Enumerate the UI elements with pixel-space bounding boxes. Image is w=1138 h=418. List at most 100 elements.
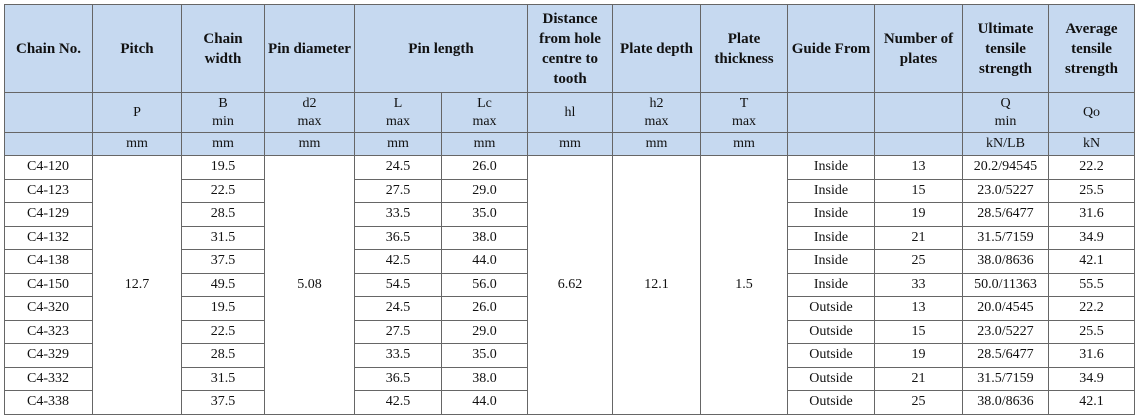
pin-length-lc: 26.0	[441, 155, 528, 180]
number-of-plates: 33	[874, 272, 963, 297]
chain-no: C4-338	[4, 390, 93, 415]
symbol-text: max	[472, 113, 497, 129]
symbol-text: min	[994, 113, 1017, 129]
shared-cell: 6.62	[527, 155, 613, 415]
chain-width: 19.5	[181, 155, 265, 180]
number-of-plates: 13	[874, 155, 963, 180]
pin-length-l: 42.5	[354, 390, 442, 415]
symbol-text: P	[133, 104, 141, 120]
pin-length-lc: 35.0	[441, 202, 528, 227]
data-row: C4-323 22.5 27.5 29.0 Outside 15 23.0/5227 25.5	[4, 319, 1135, 344]
data-row: C4-129 28.5 33.5 35.0 Inside 19 28.5/6477 31.6	[4, 202, 1135, 227]
unit-cell	[4, 132, 93, 156]
spec-table-wrap: Chain No. Pitch Chain width Pin diameter Pin…	[4, 4, 1135, 415]
chain-no: C4-129	[4, 202, 93, 227]
unit-cell: mm	[700, 132, 788, 156]
ultimate-strength: 50.0/11363	[962, 272, 1049, 297]
symbol-text: Q	[1000, 95, 1011, 111]
pin-length-lc: 35.0	[441, 343, 528, 368]
number-of-plates: 15	[874, 319, 963, 344]
unit-cell: kN	[1048, 132, 1135, 156]
average-strength: 34.9	[1048, 366, 1135, 391]
symbol-cell	[787, 92, 875, 133]
pin-length-l: 36.5	[354, 225, 442, 250]
number-of-plates: 25	[874, 249, 963, 274]
average-strength: 42.1	[1048, 390, 1135, 415]
ultimate-strength: 20.0/4545	[962, 296, 1049, 321]
pin-length-lc: 26.0	[441, 296, 528, 321]
symbol-text: min	[212, 113, 234, 129]
pin-length-lc: 29.0	[441, 178, 528, 203]
chain-width: 49.5	[181, 272, 265, 297]
shared-cell: 1.5	[700, 155, 788, 415]
symbol-text: hl	[564, 104, 576, 120]
symbol-cell: d2 max	[264, 92, 355, 133]
unit-cell	[874, 132, 963, 156]
column-header: Average tensile strength	[1048, 4, 1135, 93]
spec-table: Chain No. Pitch Chain width Pin diameter Pin…	[4, 4, 1135, 415]
guide-from: Inside	[787, 155, 875, 180]
header-row: Chain No. Pitch Chain width Pin diameter Pin…	[4, 4, 1135, 93]
unit-cell: mm	[354, 132, 442, 156]
chain-width: 37.5	[181, 390, 265, 415]
number-of-plates: 13	[874, 296, 963, 321]
ultimate-strength: 38.0/8636	[962, 390, 1049, 415]
pin-length-l: 24.5	[354, 155, 442, 180]
average-strength: 22.2	[1048, 296, 1135, 321]
average-strength: 25.5	[1048, 319, 1135, 344]
chain-width: 28.5	[181, 343, 265, 368]
average-strength: 34.9	[1048, 225, 1135, 250]
unit-cell: mm	[264, 132, 355, 156]
chain-no: C4-120	[4, 155, 93, 180]
data-row: C4-332 31.5 36.5 38.0 Outside 21 31.5/7159 34.9	[4, 366, 1135, 391]
symbol-text: B	[218, 95, 228, 111]
average-strength: 55.5	[1048, 272, 1135, 297]
ultimate-strength: 28.5/6477	[962, 343, 1049, 368]
symbol-text: max	[385, 113, 411, 129]
guide-from: Inside	[787, 249, 875, 274]
chain-width: 22.5	[181, 178, 265, 203]
ultimate-strength: 31.5/7159	[962, 225, 1049, 250]
unit-cell: kN/LB	[962, 132, 1049, 156]
chain-no: C4-323	[4, 319, 93, 344]
column-header: Distance from hole centre to tooth	[527, 4, 613, 93]
guide-from: Outside	[787, 319, 875, 344]
number-of-plates: 25	[874, 390, 963, 415]
pin-length-l: 36.5	[354, 366, 442, 391]
ultimate-strength: 28.5/6477	[962, 202, 1049, 227]
data-row: C4-123 22.5 27.5 29.0 Inside 15 23.0/5227 25.5	[4, 178, 1135, 203]
column-header: Pin length	[354, 4, 528, 93]
pin-length-lc: 29.0	[441, 319, 528, 344]
unit-cell: mm	[527, 132, 613, 156]
pin-length-lc: 38.0	[441, 225, 528, 250]
unit-cell	[787, 132, 875, 156]
average-strength: 22.2	[1048, 155, 1135, 180]
guide-from: Outside	[787, 390, 875, 415]
guide-from: Inside	[787, 202, 875, 227]
table-body: Chain No. Pitch Chain width Pin diameter Pin…	[4, 4, 1135, 415]
data-row: C4-120 12.7 19.5 5.08 24.5 26.0 6.62 12.1 1.5 Ins…	[4, 155, 1135, 415]
ultimate-strength: 23.0/5227	[962, 319, 1049, 344]
ultimate-strength: 20.2/94545	[962, 155, 1049, 180]
pin-length-l: 33.5	[354, 343, 442, 368]
symbol-cell: h2 max	[612, 92, 701, 133]
guide-from: Outside	[787, 366, 875, 391]
average-strength: 25.5	[1048, 178, 1135, 203]
chain-width: 31.5	[181, 225, 265, 250]
column-header: Chain No.	[4, 4, 93, 93]
column-header: Chain width	[181, 4, 265, 93]
data-row: C4-138 37.5 42.5 44.0 Inside 25 38.0/8636 42.1	[4, 249, 1135, 274]
symbol-cell: Qo	[1048, 92, 1135, 133]
shared-cell: 5.08	[264, 155, 355, 415]
pin-length-lc: 44.0	[441, 249, 528, 274]
guide-from: Outside	[787, 296, 875, 321]
symbol-text: L	[393, 95, 403, 111]
average-strength: 31.6	[1048, 343, 1135, 368]
chain-width: 37.5	[181, 249, 265, 274]
